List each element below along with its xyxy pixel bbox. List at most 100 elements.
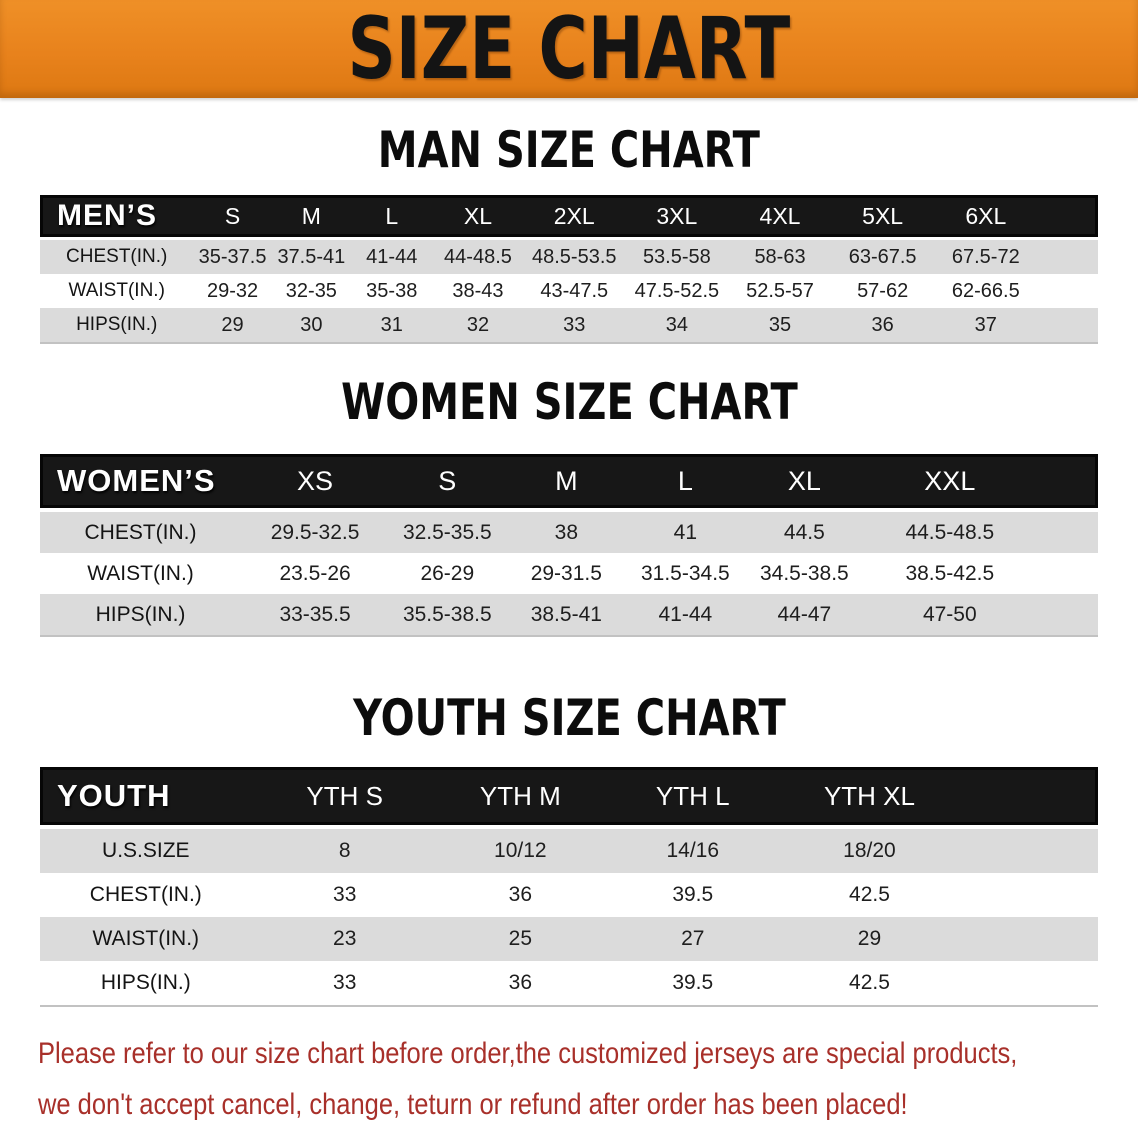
size-value-cell: 34 xyxy=(625,308,729,342)
size-value-cell: 39.5 xyxy=(602,873,783,917)
size-column-header: M xyxy=(505,454,628,508)
size-value-cell: 47.5-52.5 xyxy=(625,274,729,308)
size-column-header: XL xyxy=(432,195,524,237)
size-value-cell: 10/12 xyxy=(437,829,603,873)
size-value-cell: 30 xyxy=(271,308,352,342)
size-column-header: 5XL xyxy=(831,195,934,237)
size-value-cell: 33 xyxy=(523,308,626,342)
size-value-cell: 35 xyxy=(728,308,832,342)
size-value-cell: 36 xyxy=(437,961,603,1005)
size-value-cell: 47-50 xyxy=(865,594,1035,635)
size-value-cell: 43-47.5 xyxy=(523,274,626,308)
table-row: HIPS(IN.) 33 36 39.5 42.5 xyxy=(40,961,1098,1005)
table-row: WAIST(IN.) 23 25 27 29 xyxy=(40,917,1098,961)
size-value-cell: 57-62 xyxy=(831,274,934,308)
size-value-cell: 33 xyxy=(251,873,438,917)
size-value-cell: 25 xyxy=(437,917,603,961)
header-filler xyxy=(1034,454,1098,508)
size-value-cell: 44.5 xyxy=(743,512,866,553)
size-value-cell: 31.5-34.5 xyxy=(627,553,744,594)
size-value-cell: 29-31.5 xyxy=(505,553,628,594)
size-column-header: YTH M xyxy=(437,767,603,825)
table-row: U.S.SIZE 8 10/12 14/16 18/20 xyxy=(40,829,1098,873)
size-value-cell: 36 xyxy=(831,308,934,342)
size-column-header: YTH S xyxy=(251,767,438,825)
header-gap xyxy=(40,237,1098,240)
size-value-cell: 42.5 xyxy=(782,873,957,917)
size-value-cell: 33-35.5 xyxy=(241,594,390,635)
header-gap xyxy=(40,825,1098,829)
men-size-table: MEN’S S M L XL 2XL 3XL 4XL 5XL 6XL CHEST(IN.) 35-37… xyxy=(40,195,1098,344)
table-row: CHEST(IN.) 33 36 39.5 42.5 xyxy=(40,873,1098,917)
disclaimer-line-2: we don't accept cancel, change, teturn o… xyxy=(38,1088,908,1121)
size-value-cell: 41-44 xyxy=(351,240,433,274)
size-value-cell: 35-38 xyxy=(351,274,433,308)
header-filler xyxy=(1037,195,1098,237)
row-filler xyxy=(1034,512,1098,553)
size-value-cell: 35-37.5 xyxy=(193,240,272,274)
size-value-cell: 67.5-72 xyxy=(933,240,1038,274)
size-column-header: 3XL xyxy=(625,195,729,237)
youth-size-chart-table: YOUTH YTH S YTH M YTH L YTH XL U.S.SIZE 8 10/12… xyxy=(40,767,1098,1007)
size-column-header: YTH XL xyxy=(782,767,957,825)
size-column-header: 2XL xyxy=(523,195,626,237)
women-size-table: WOMEN’S XS S M L XL XXL CHEST(IN.) 29.5-32.5 32.5… xyxy=(40,454,1098,637)
men-section-heading: MAN SIZE CHART xyxy=(0,125,1138,175)
size-value-cell: 32-35 xyxy=(271,274,352,308)
youth-header-label: YOUTH xyxy=(40,767,252,825)
row-filler xyxy=(956,829,1098,873)
size-column-header: L xyxy=(351,195,433,237)
row-label: CHEST(IN.) xyxy=(40,240,194,274)
table-row: HIPS(IN.) 33-35.5 35.5-38.5 38.5-41 41-44 44-… xyxy=(40,594,1098,635)
size-value-cell: 52.5-57 xyxy=(728,274,832,308)
size-value-cell: 44-48.5 xyxy=(432,240,524,274)
size-value-cell: 35.5-38.5 xyxy=(389,594,506,635)
size-column-header: S xyxy=(193,195,272,237)
size-value-cell: 23 xyxy=(251,917,438,961)
size-value-cell: 37.5-41 xyxy=(271,240,352,274)
row-label: HIPS(IN.) xyxy=(40,308,194,342)
size-value-cell: 38.5-41 xyxy=(505,594,628,635)
row-label: HIPS(IN.) xyxy=(40,594,242,635)
size-column-header: XL xyxy=(743,454,866,508)
youth-section-heading-text: YOUTH SIZE CHART xyxy=(352,689,786,747)
women-header-row: WOMEN’S XS S M L XL XXL xyxy=(40,454,1098,508)
size-value-cell: 33 xyxy=(251,961,438,1005)
men-header-row: MEN’S S M L XL 2XL 3XL 4XL 5XL 6XL xyxy=(40,195,1098,237)
size-value-cell: 39.5 xyxy=(602,961,783,1005)
size-value-cell: 44.5-48.5 xyxy=(865,512,1035,553)
size-value-cell: 62-66.5 xyxy=(933,274,1038,308)
size-value-cell: 14/16 xyxy=(602,829,783,873)
size-value-cell: 38 xyxy=(505,512,628,553)
row-label: HIPS(IN.) xyxy=(40,961,252,1005)
row-label: CHEST(IN.) xyxy=(40,512,242,553)
row-filler xyxy=(1037,308,1098,342)
row-filler xyxy=(956,917,1098,961)
row-filler xyxy=(956,873,1098,917)
size-value-cell: 29 xyxy=(193,308,272,342)
size-value-cell: 18/20 xyxy=(782,829,957,873)
youth-size-table: YOUTH YTH S YTH M YTH L YTH XL U.S.SIZE 8 10/12… xyxy=(40,767,1098,1007)
size-value-cell: 32 xyxy=(432,308,524,342)
men-section-heading-text: MAN SIZE CHART xyxy=(377,121,761,179)
size-column-header: M xyxy=(271,195,352,237)
size-value-cell: 41 xyxy=(627,512,744,553)
table-row: CHEST(IN.) 29.5-32.5 32.5-35.5 38 41 44.5 44.5… xyxy=(40,512,1098,553)
row-label: CHEST(IN.) xyxy=(40,873,252,917)
header-gap xyxy=(40,508,1098,512)
men-size-chart-table: MEN’S S M L XL 2XL 3XL 4XL 5XL 6XL CHEST(IN.) 35-37… xyxy=(40,195,1098,344)
size-value-cell: 63-67.5 xyxy=(831,240,934,274)
size-value-cell: 29-32 xyxy=(193,274,272,308)
row-filler xyxy=(1037,274,1098,308)
size-value-cell: 48.5-53.5 xyxy=(523,240,626,274)
header-filler xyxy=(956,767,1098,825)
row-label: WAIST(IN.) xyxy=(40,274,194,308)
size-column-header: S xyxy=(389,454,506,508)
size-value-cell: 36 xyxy=(437,873,603,917)
women-size-chart-table: WOMEN’S XS S M L XL XXL CHEST(IN.) 29.5-32.5 32.5… xyxy=(40,454,1098,637)
banner-title: SIZE CHART xyxy=(347,0,791,99)
size-column-header: 4XL xyxy=(728,195,832,237)
size-column-header: YTH L xyxy=(602,767,783,825)
size-value-cell: 27 xyxy=(602,917,783,961)
size-value-cell: 53.5-58 xyxy=(625,240,729,274)
